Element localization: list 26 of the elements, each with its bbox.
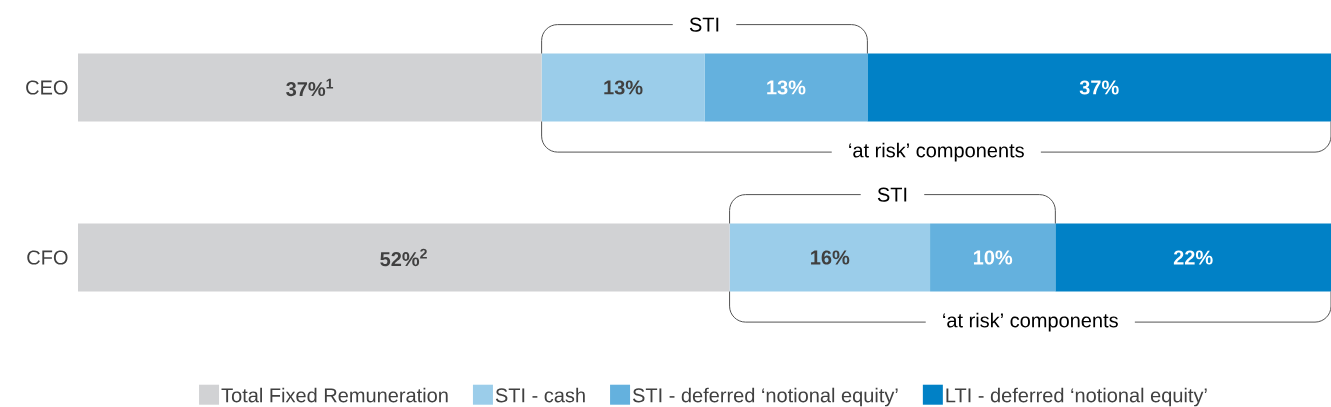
- bar: [541, 53, 705, 122]
- bar: [729, 223, 931, 292]
- bar: [78, 223, 730, 292]
- data-label: 13%: [604, 80, 643, 95]
- legend-label: STI - cash: [495, 387, 585, 403]
- data-label: 22%: [1173, 250, 1213, 265]
- data-label: 13%: [767, 80, 806, 95]
- data-label: 37%: [1079, 80, 1119, 95]
- data-label: 52%$^{2}$: [380, 248, 427, 267]
- data-label: 10%: [973, 250, 1013, 265]
- annotation: STI: [877, 187, 907, 202]
- annotation: ‘at risk’ components: [849, 142, 1024, 162]
- y-tick-label: CFO: [27, 250, 68, 265]
- y-tick-label: CEO: [26, 80, 68, 95]
- legend-label: Total Fixed Remuneration: [221, 387, 448, 403]
- data-label: 16%: [811, 250, 850, 265]
- data-label: 37%$^{1}$: [286, 78, 334, 97]
- bar: [704, 53, 868, 122]
- legend-label: LTI - deferred ‘notional equity’: [946, 387, 1207, 407]
- annotation: ‘at risk’ components: [943, 312, 1118, 332]
- bar: [1055, 223, 1331, 292]
- bar: [930, 223, 1056, 292]
- annotation: STI: [689, 17, 719, 32]
- bar: [78, 53, 542, 122]
- legend-label: STI - deferred ‘notional equity’: [632, 387, 898, 407]
- bar: [867, 53, 1331, 122]
